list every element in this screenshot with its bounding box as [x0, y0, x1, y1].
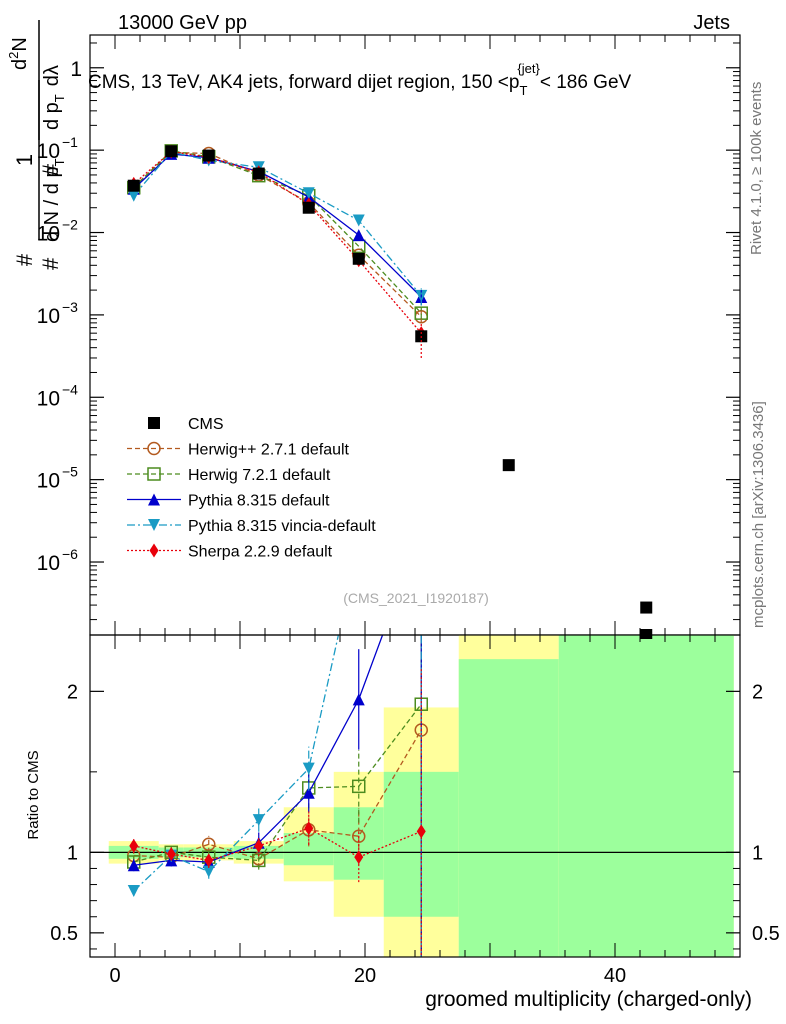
header-jets: Jets — [693, 12, 730, 34]
ratio-ylabel: Ratio to CMS — [25, 750, 42, 839]
upper-ylabel: 1 # # d N / d pT # d2N d pTdλ — [6, 20, 67, 270]
upper-ytick-label: 10 — [37, 223, 60, 246]
legend-label: Herwig++ 2.7.1 default — [188, 442, 350, 459]
upper-point-pythia-8-315-vincia-default — [352, 214, 365, 227]
rivet-label: Rivet 4.1.0, ≥ 100k events — [748, 82, 765, 255]
ratio-point-sherpa-2-2-9-default — [254, 838, 264, 853]
ratio-point-herwig-7-2-1-default — [352, 779, 366, 794]
upper-point-cms — [302, 201, 315, 214]
upper-ytick-exponent: −5 — [62, 464, 78, 480]
cms-uncertainty-bands — [90, 635, 740, 957]
upper-ytick-exponent: −4 — [62, 381, 78, 397]
svg-text:#: # — [12, 253, 37, 266]
legend-label: Pythia 8.315 default — [188, 493, 330, 510]
legend-label: Sherpa 2.2.9 default — [188, 544, 333, 561]
svg-text:#: # — [38, 163, 63, 176]
upper-ytick-label: 10 — [37, 140, 60, 163]
legend: CMS Herwig++ 2.7.1 default Herwig 7.2.1 de… — [127, 416, 376, 561]
legend-label: CMS — [188, 416, 224, 433]
upper-point-cms — [640, 601, 653, 614]
legend-item-pythia-8-315-vincia-default: Pythia 8.315 vincia-default — [127, 518, 376, 535]
upper-line-herwig-7-2-1-default — [133, 150, 422, 314]
legend-item-herwig-7-2-1-default: Herwig 7.2.1 default — [127, 467, 331, 484]
xtick-label: 0 — [109, 965, 120, 987]
ratio-series — [127, 629, 653, 957]
upper-axis-ticks: 110−110−210−310−410−510−6 — [37, 35, 741, 635]
band-green — [558, 635, 734, 957]
upper-ytick-exponent: −2 — [62, 217, 78, 233]
ratio-point-pythia-8-315-vincia-default — [252, 814, 265, 827]
ratio-point-sherpa-2-2-9-default — [304, 821, 314, 836]
svg-text:d N / d pT: d N / d pT — [41, 158, 67, 242]
legend-item-pythia-8-315-default: Pythia 8.315 default — [127, 493, 330, 510]
ratio-point-sherpa-2-2-9-default — [129, 838, 139, 853]
upper-line-pythia-8-315-default — [133, 153, 422, 298]
mcplots-label: mcplots.cern.ch [arXiv:1306.3436] — [750, 401, 767, 628]
lower-ytick-label-right: 1 — [752, 842, 763, 864]
xtick-label: 20 — [354, 965, 376, 987]
upper-point-cms-tail — [640, 629, 653, 639]
upper-series — [127, 144, 653, 614]
upper-ytick-exponent: −6 — [62, 546, 78, 562]
ratio-point-sherpa-2-2-9-default — [354, 850, 364, 865]
upper-point-cms — [202, 149, 215, 162]
legend-marker — [148, 417, 160, 429]
ratio-point-herwig-2-7-1-default — [202, 837, 216, 852]
upper-ytick-label: 10 — [37, 387, 60, 410]
header-energy: 13000 GeV pp — [118, 12, 247, 34]
upper-ytick-exponent: −3 — [62, 299, 78, 315]
ratio-point-sherpa-2-2-9-default — [416, 824, 426, 839]
upper-point-pythia-8-315-default — [352, 229, 365, 242]
upper-point-pythia-8-315-vincia-default — [127, 189, 140, 202]
upper-point-cms — [352, 252, 365, 265]
legend-marker — [148, 493, 160, 506]
xtick-label: 40 — [604, 965, 626, 987]
legend-item-herwig-2-7-1-default: Herwig++ 2.7.1 default — [127, 442, 350, 459]
svg-text:1: 1 — [12, 154, 37, 166]
upper-point-cms — [252, 167, 265, 180]
legend-item-sherpa-2-2-9-default: Sherpa 2.2.9 default — [127, 543, 333, 561]
legend-label: Herwig 7.2.1 default — [188, 467, 331, 484]
lower-ytick-label: 0.5 — [50, 923, 78, 945]
lower-ytick-label-right: 0.5 — [752, 923, 780, 945]
ratio-series-group — [127, 635, 428, 957]
legend-item-cms: CMS — [148, 416, 224, 433]
ratio-point-pythia-8-315-default — [302, 786, 315, 799]
upper-ytick-label: 1 — [70, 58, 82, 81]
xlabel: groomed multiplicity (charged-only) — [425, 988, 752, 1011]
ratio-point-pythia-8-315-default — [352, 693, 365, 706]
upper-ytick-label: 10 — [37, 305, 60, 328]
svg-text:#: # — [38, 257, 63, 270]
ratio-point-sherpa-2-2-9-default — [166, 846, 176, 861]
svg-text:d pTdλ: d pTdλ — [41, 65, 67, 130]
legend-marker — [149, 543, 159, 558]
upper-ytick-exponent: −1 — [62, 134, 78, 150]
lower-ytick-label-right: 2 — [752, 681, 763, 703]
ratio-point-pythia-8-315-default — [127, 859, 140, 872]
lower-axis-ticks: 0.5 0.51 12 20 20 40 — [50, 635, 780, 987]
legend-marker — [147, 467, 161, 481]
svg-text:d2N: d2N — [6, 37, 31, 70]
upper-point-cms — [502, 459, 515, 472]
ratio-point-pythia-8-315-vincia-default — [127, 884, 140, 897]
band-green — [458, 659, 559, 957]
upper-line-sherpa-2-2-9-default — [133, 150, 422, 334]
legend-label: Pythia 8.315 vincia-default — [188, 518, 376, 535]
upper-point-cms — [127, 179, 140, 192]
upper-ytick-label: 10 — [37, 470, 60, 493]
legend-marker — [148, 519, 160, 531]
upper-point-pythia-8-315-vincia-default — [302, 187, 315, 200]
legend-marker — [147, 441, 161, 456]
ratio-point-sherpa-2-2-9-default — [204, 853, 214, 868]
upper-ytick-label: 10 — [37, 552, 60, 575]
ratio-point-pythia-8-315-vincia-default — [202, 865, 215, 878]
lower-ytick-label: 2 — [67, 681, 78, 703]
main-title: CMS, 13 TeV, AK4 jets, forward dijet reg… — [88, 61, 632, 98]
analysis-watermark: (CMS_2021_I1920187) — [343, 590, 489, 606]
ratio-point-pythia-8-315-vincia-default — [302, 762, 315, 775]
ratio-point-herwig-2-7-1-default — [352, 829, 366, 843]
lower-ytick-label: 1 — [67, 842, 78, 864]
upper-point-cms — [165, 145, 178, 158]
